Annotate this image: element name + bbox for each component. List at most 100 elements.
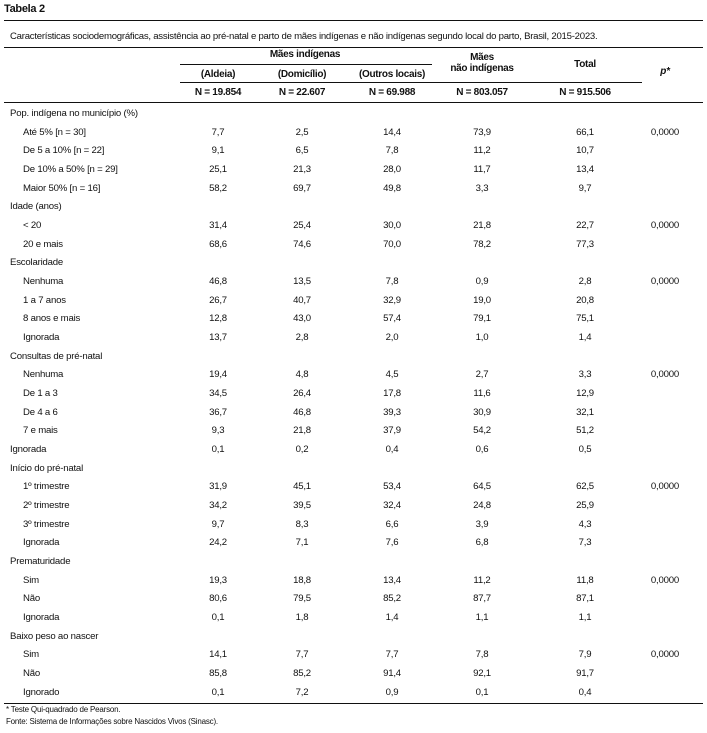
value-cell: 32,4	[383, 500, 401, 512]
value-cell: 79,5	[293, 593, 311, 605]
value-cell: 3,3	[475, 182, 489, 194]
row-label: Ignorado	[23, 686, 60, 698]
value-cell: 26,4	[293, 388, 311, 400]
divider	[4, 102, 703, 103]
row-label: < 20	[23, 220, 42, 232]
value-cell: 0,4	[578, 686, 592, 698]
value-cell: 40,7	[293, 294, 311, 306]
divider	[4, 47, 703, 48]
row-label: Prematuridade	[10, 556, 71, 568]
value-cell: 31,9	[209, 481, 227, 493]
value-cell: 62,5	[576, 481, 594, 493]
header-domicilio: (Domicílio)	[277, 69, 327, 80]
value-cell: 21,8	[473, 220, 491, 232]
value-cell: 8,3	[295, 518, 309, 530]
value-cell: 53,4	[383, 481, 401, 493]
value-cell: 70,0	[383, 238, 401, 250]
value-cell: 11,8	[576, 574, 594, 586]
header-outros-locais: (Outros locais)	[358, 69, 426, 80]
table-row: Ignorado 0,1 7,2 0,9 0,1 0,4	[0, 683, 707, 702]
value-cell: 0,9	[475, 276, 489, 288]
value-cell: 7,8	[385, 276, 399, 288]
table-row: Não 80,6 79,5 85,2 87,7 87,1	[0, 589, 707, 608]
n-total: N = 915.506	[559, 87, 611, 98]
value-cell: 54,2	[473, 425, 491, 437]
value-cell: 7,8	[475, 649, 489, 661]
table-caption: Características sociodemográficas, assis…	[10, 31, 598, 42]
table-row: 3º trimestre 9,7 8,3 6,6 3,9 4,3	[0, 515, 707, 534]
value-cell: 11,2	[473, 574, 491, 586]
value-cell: 9,3	[211, 425, 225, 437]
header-nao-indigenas-2: não indígenas	[450, 63, 514, 74]
value-cell: 39,3	[383, 406, 401, 418]
value-cell: 2,5	[295, 126, 309, 138]
table-row: Ignorada 13,7 2,8 2,0 1,0 1,4	[0, 328, 707, 347]
table-row: Sim 14,1 7,7 7,7 7,8 7,9 0,0000	[0, 645, 707, 664]
value-cell: 34,5	[209, 388, 227, 400]
value-cell: 9,7	[578, 182, 592, 194]
value-cell: 78,2	[473, 238, 491, 250]
value-cell: 21,3	[293, 164, 311, 176]
row-label: De 10% a 50% [n = 29]	[23, 164, 118, 176]
row-label: De 4 a 6	[23, 406, 58, 418]
value-cell: 0,4	[385, 444, 399, 456]
value-cell: 87,7	[473, 593, 491, 605]
value-cell: 0,6	[475, 444, 489, 456]
value-cell: 25,9	[576, 500, 594, 512]
table-row: De 4 a 6 36,7 46,8 39,3 30,9 32,1	[0, 403, 707, 422]
value-cell: 7,7	[211, 126, 225, 138]
value-cell: 3,9	[475, 518, 489, 530]
value-cell: 0,2	[295, 444, 309, 456]
row-label: 1 a 7 anos	[23, 294, 66, 306]
row-label: Não	[23, 668, 40, 680]
table-row: 1º trimestre 31,9 45,1 53,4 64,5 62,5 0,0000	[0, 477, 707, 496]
value-cell: 30,9	[473, 406, 491, 418]
row-label: 1º trimestre	[23, 481, 70, 493]
header-group-indigenous: Mães indígenas	[269, 49, 341, 60]
value-cell: 92,1	[473, 668, 491, 680]
row-label: Início do pré-natal	[10, 462, 83, 474]
value-cell: 25,1	[209, 164, 227, 176]
value-cell: 37,9	[383, 425, 401, 437]
table-section-row: Ignorada 0,1 0,2 0,4 0,6 0,5	[0, 440, 707, 459]
row-label: Ignorada	[10, 444, 47, 456]
value-cell: 85,2	[293, 668, 311, 680]
table-section-row: Escolaridade	[0, 253, 707, 272]
value-cell: 91,4	[383, 668, 401, 680]
value-cell: 22,7	[576, 220, 594, 232]
row-label: 7 e mais	[23, 425, 58, 437]
value-cell: 74,6	[293, 238, 311, 250]
table-row: De 10% a 50% [n = 29] 25,1 21,3 28,0 11,7 13,…	[0, 160, 707, 179]
value-cell: 2,0	[385, 332, 399, 344]
value-cell: 18,8	[293, 574, 311, 586]
divider	[4, 703, 703, 704]
value-cell: 31,4	[209, 220, 227, 232]
value-cell: 58,2	[209, 182, 227, 194]
value-cell: 34,2	[209, 500, 227, 512]
value-cell: 32,9	[383, 294, 401, 306]
value-cell: 2,8	[578, 276, 592, 288]
row-label: Pop. indígena no município (%)	[10, 108, 138, 119]
row-label: 8 anos e mais	[23, 313, 81, 325]
row-label: Baixo peso ao nascer	[10, 630, 99, 642]
value-cell: 49,8	[383, 182, 401, 194]
value-cell: 19,4	[209, 369, 227, 381]
value-cell: 1,1	[475, 612, 489, 624]
value-cell: 11,2	[473, 145, 491, 157]
value-cell: 0,9	[385, 686, 399, 698]
row-label: Consultas de pré-natal	[10, 350, 103, 362]
value-cell: 51,2	[576, 425, 594, 437]
header-nao-indigenas-1: Mães	[470, 52, 494, 63]
row-label: Sim	[23, 574, 39, 586]
value-cell: 43,0	[293, 313, 311, 325]
table-row: Sim 19,3 18,8 13,4 11,2 11,8 0,0000	[0, 571, 707, 590]
value-cell: 2,7	[475, 369, 489, 381]
value-cell: 30,0	[383, 220, 401, 232]
value-cell: 46,8	[293, 406, 311, 418]
value-cell: 20,8	[576, 294, 594, 306]
table-row: 7 e mais 9,3 21,8 37,9 54,2 51,2	[0, 421, 707, 440]
n-nao-indigenas: N = 803.057	[456, 87, 508, 98]
row-label: De 5 a 10% [n = 22]	[23, 145, 105, 157]
value-cell: 68,6	[209, 238, 227, 250]
header-p-value: p*	[660, 66, 670, 77]
